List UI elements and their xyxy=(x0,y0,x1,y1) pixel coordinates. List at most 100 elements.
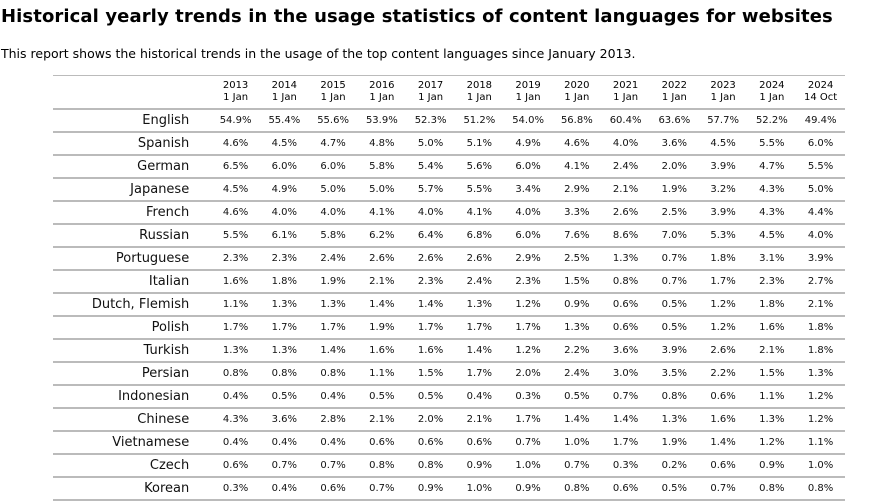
usage-value: 3.2% xyxy=(698,178,748,202)
usage-value: 0.5% xyxy=(552,385,602,409)
usage-value: 6.8% xyxy=(454,224,504,248)
usage-value: 1.7% xyxy=(698,270,748,294)
usage-value: 2.6% xyxy=(698,339,748,363)
usage-value: 4.9% xyxy=(259,178,309,202)
column-date: 1 Jan xyxy=(564,92,590,103)
usage-value: 1.8% xyxy=(698,247,748,271)
column-date: 1 Jan xyxy=(661,92,687,103)
language-name: English xyxy=(53,109,212,133)
usage-value: 0.6% xyxy=(601,477,650,501)
usage-value: 1.1% xyxy=(211,293,260,317)
table-row: Japanese 4.5% 4.9% 5.0% 5.0% 5.7% 5.5% 3.4% 2.9%… xyxy=(53,178,845,202)
usage-value: 0.4% xyxy=(259,431,309,455)
column-header: 2021 1 Jan xyxy=(601,75,650,110)
usage-value: 0.3% xyxy=(503,385,553,409)
usage-value: 51.2% xyxy=(454,109,504,133)
usage-value: 4.1% xyxy=(552,155,602,179)
usage-value: 5.1% xyxy=(454,132,504,156)
usage-value: 1.0% xyxy=(454,477,504,501)
usage-value: 0.8% xyxy=(649,385,699,409)
usage-value: 0.7% xyxy=(601,385,650,409)
usage-value: 1.2% xyxy=(796,385,845,409)
usage-value: 1.2% xyxy=(698,316,748,340)
usage-value: 0.7% xyxy=(259,454,309,478)
language-name: Korean xyxy=(53,477,212,501)
usage-value: 0.7% xyxy=(649,270,699,294)
usage-value: 2.3% xyxy=(259,247,309,271)
usage-value: 1.3% xyxy=(747,408,797,432)
table-row: Spanish 4.6% 4.5% 4.7% 4.8% 5.0% 5.1% 4.9% 4.6% 4… xyxy=(53,132,845,156)
usage-value: 1.6% xyxy=(211,270,260,294)
usage-value: 3.6% xyxy=(649,132,699,156)
usage-value: 0.3% xyxy=(601,454,650,478)
usage-value: 0.6% xyxy=(454,431,504,455)
usage-value: 0.8% xyxy=(259,362,309,386)
usage-value: 7.6% xyxy=(552,224,602,248)
column-header: 2020 1 Jan xyxy=(552,75,602,110)
usage-value: 2.6% xyxy=(357,247,407,271)
usage-value: 1.2% xyxy=(503,293,553,317)
usage-value: 0.5% xyxy=(649,477,699,501)
usage-value: 0.5% xyxy=(649,316,699,340)
usage-value: 1.4% xyxy=(698,431,748,455)
usage-value: 7.0% xyxy=(649,224,699,248)
usage-value: 0.4% xyxy=(308,385,358,409)
usage-value: 1.8% xyxy=(796,339,845,363)
usage-value: 2.7% xyxy=(796,270,845,294)
usage-value: 0.9% xyxy=(747,454,797,478)
usage-value: 1.7% xyxy=(601,431,650,455)
language-name: Portuguese xyxy=(53,247,212,271)
usage-value: 2.2% xyxy=(698,362,748,386)
usage-value: 0.4% xyxy=(259,477,309,501)
column-date: 1 Jan xyxy=(223,92,249,103)
table-header-row: 2013 1 Jan 2014 1 Jan 2015 1 Jan 2016 1 Jan 2017… xyxy=(53,75,845,110)
usage-value: 4.0% xyxy=(406,201,455,225)
table-row: Vietnamese 0.4% 0.4% 0.4% 0.6% 0.6% 0.6% 0.7% 1.… xyxy=(53,431,845,455)
column-header: 2017 1 Jan xyxy=(406,75,455,110)
language-name: Russian xyxy=(53,224,212,248)
usage-value: 4.3% xyxy=(747,201,797,225)
usage-value: 2.4% xyxy=(552,362,602,386)
usage-value: 1.6% xyxy=(698,408,748,432)
column-year: 2020 xyxy=(564,80,590,91)
usage-value: 1.7% xyxy=(406,316,455,340)
usage-value: 1.3% xyxy=(211,339,260,363)
usage-value: 8.6% xyxy=(601,224,650,248)
usage-value: 2.4% xyxy=(454,270,504,294)
usage-value: 4.0% xyxy=(796,224,845,248)
usage-value: 4.0% xyxy=(601,132,650,156)
usage-value: 0.9% xyxy=(552,293,602,317)
usage-value: 0.7% xyxy=(503,431,553,455)
usage-value: 1.4% xyxy=(308,339,358,363)
usage-value: 0.8% xyxy=(601,270,650,294)
table-row: German 6.5% 6.0% 6.0% 5.8% 5.4% 5.6% 6.0% 4.1% 2.… xyxy=(53,155,845,179)
usage-value: 1.2% xyxy=(503,339,553,363)
usage-value: 5.0% xyxy=(406,132,455,156)
usage-value: 4.5% xyxy=(698,132,748,156)
column-header: 2022 1 Jan xyxy=(649,75,699,110)
usage-value: 1.8% xyxy=(259,270,309,294)
usage-value: 5.0% xyxy=(357,178,407,202)
usage-value: 2.0% xyxy=(503,362,553,386)
column-header: 2014 1 Jan xyxy=(259,75,309,110)
usage-value: 1.7% xyxy=(503,408,553,432)
usage-value: 3.1% xyxy=(747,247,797,271)
usage-value: 4.6% xyxy=(211,132,260,156)
usage-value: 3.3% xyxy=(552,201,602,225)
usage-value: 1.4% xyxy=(357,293,407,317)
usage-value: 4.5% xyxy=(211,178,260,202)
language-name: French xyxy=(53,201,212,225)
table-row: English 54.9% 55.4% 55.6% 53.9% 52.3% 51.2% 54.… xyxy=(53,109,845,133)
usage-value: 2.3% xyxy=(747,270,797,294)
usage-value: 5.6% xyxy=(454,155,504,179)
column-date: 1 Jan xyxy=(759,92,785,103)
usage-value: 0.4% xyxy=(211,385,260,409)
usage-value: 0.7% xyxy=(698,477,748,501)
language-trends-table: 2013 1 Jan 2014 1 Jan 2015 1 Jan 2016 1 Jan 2017… xyxy=(53,75,845,501)
usage-value: 6.0% xyxy=(259,155,309,179)
usage-value: 0.5% xyxy=(649,293,699,317)
usage-value: 4.1% xyxy=(454,201,504,225)
usage-value: 0.6% xyxy=(601,316,650,340)
column-date: 1 Jan xyxy=(320,92,346,103)
usage-value: 4.3% xyxy=(211,408,260,432)
